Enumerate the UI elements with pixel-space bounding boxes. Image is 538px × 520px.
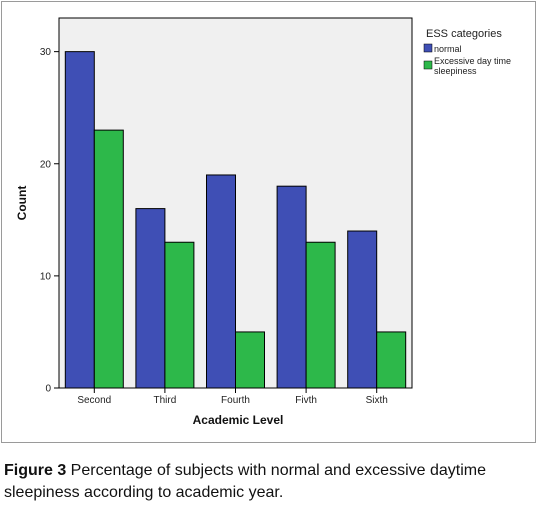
bar-fourth-normal	[206, 174, 236, 389]
bar-third-eds	[164, 241, 195, 389]
x-axis-title: Academic Level	[193, 413, 284, 427]
y-axis-ticks: 0 10 20 30	[40, 47, 59, 395]
legend-label-normal: normal	[434, 44, 462, 54]
legend: ESS categories normal Excessive day time…	[423, 28, 514, 76]
legend-swatch-normal	[423, 43, 433, 53]
bar-fivth-normal	[276, 185, 307, 389]
x-axis-ticks: Second Third Fourth Fivth Sixth	[77, 388, 388, 406]
caption-label: Figure 3	[4, 462, 67, 479]
x-tick-label-sixth: Sixth	[366, 395, 388, 406]
bar-fourth-eds	[235, 331, 265, 389]
bar-second-eds	[93, 129, 124, 389]
legend-label-eds-line2: sleepiness	[434, 66, 477, 76]
bar-sixth-eds	[376, 331, 407, 389]
bar-second-normal	[64, 51, 95, 389]
bar-fivth-eds	[305, 241, 336, 389]
legend-label-eds-line1: Excessive day time	[434, 56, 511, 66]
x-tick-label-third: Third	[154, 395, 177, 406]
bar-third-normal	[135, 208, 166, 389]
bar-sixth-normal	[347, 230, 378, 389]
caption-text: Percentage of subjects with normal and e…	[4, 462, 486, 501]
bar-chart: 0 10 20 30 Second Third Fourth Fivth Sixth Coun…	[15, 17, 514, 427]
x-tick-label-fourth: Fourth	[221, 395, 250, 406]
figure-caption: Figure 3 Percentage of subjects with nor…	[4, 460, 534, 504]
y-tick-label-30: 30	[40, 47, 52, 58]
bars-group	[64, 51, 407, 389]
y-tick-label-10: 10	[40, 271, 52, 282]
y-tick-label-20: 20	[40, 159, 52, 170]
chart-frame: 0 10 20 30 Second Third Fourth Fivth Sixth Coun…	[1, 1, 536, 443]
x-tick-label-second: Second	[77, 395, 111, 406]
legend-label-eds: Excessive day time sleepiness	[434, 56, 514, 76]
x-tick-label-fivth: Fivth	[295, 395, 317, 406]
y-axis-title: Count	[15, 186, 29, 221]
legend-title: ESS categories	[426, 28, 502, 40]
y-tick-label-0: 0	[45, 384, 51, 395]
legend-swatch-eds	[423, 60, 433, 70]
